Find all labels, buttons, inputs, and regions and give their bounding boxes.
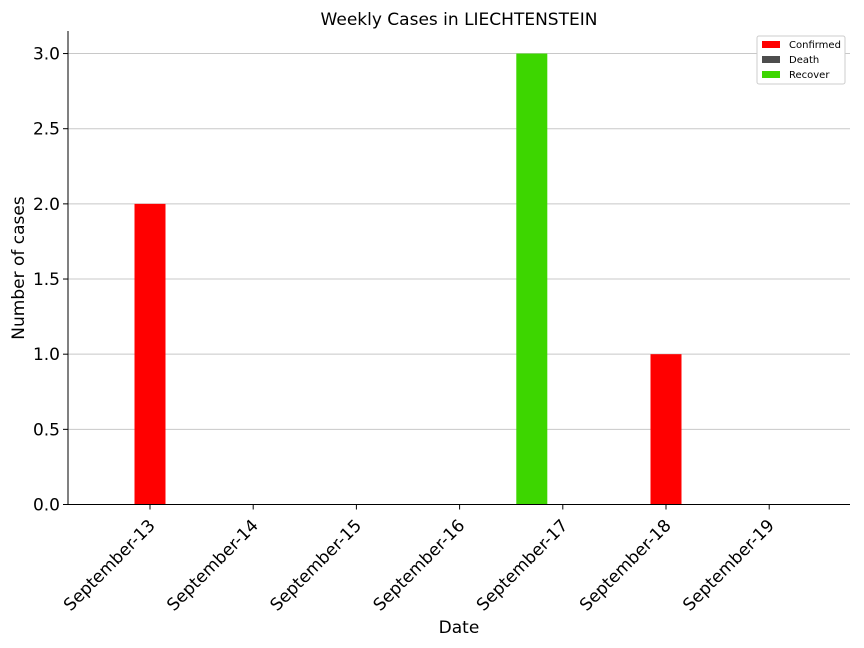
x-tick-label: September-15 bbox=[266, 516, 365, 615]
bar-recover bbox=[516, 53, 548, 505]
legend-label-recover: Recover bbox=[789, 70, 830, 81]
y-axis-label: Number of cases bbox=[9, 196, 29, 340]
bar-confirmed bbox=[134, 203, 166, 505]
legend: Confirmed Death Recover bbox=[756, 35, 846, 85]
legend-swatch-death bbox=[762, 56, 780, 63]
x-tick-label: September-13 bbox=[60, 516, 159, 615]
x-tick-label: September-17 bbox=[473, 516, 572, 615]
bar-confirmed bbox=[650, 354, 682, 505]
x-tick-label: September-18 bbox=[576, 516, 675, 615]
chart-title: Weekly Cases in LIECHTENSTEIN bbox=[321, 10, 598, 30]
y-tick-label: 1.0 bbox=[33, 345, 60, 365]
x-tick-label: September-16 bbox=[370, 516, 469, 615]
legend-swatch-recover bbox=[762, 71, 780, 78]
axes bbox=[67, 31, 850, 505]
grid-lines bbox=[68, 53, 850, 430]
x-ticks: September-13 September-14 September-15 Sept… bbox=[60, 504, 779, 615]
y-tick-label: 0.0 bbox=[33, 496, 60, 516]
x-tick-label: September-14 bbox=[163, 516, 262, 615]
legend-label-death: Death bbox=[789, 55, 819, 66]
x-tick-label: September-19 bbox=[679, 516, 778, 615]
x-axis-label: Date bbox=[439, 618, 480, 638]
y-tick-label: 0.5 bbox=[33, 420, 60, 440]
bars bbox=[134, 53, 682, 505]
y-ticks: 0.0 0.5 1.0 1.5 2.0 2.5 3.0 bbox=[33, 45, 68, 516]
legend-label-confirmed: Confirmed bbox=[789, 40, 841, 51]
y-tick-label: 2.5 bbox=[33, 120, 60, 140]
y-tick-label: 2.0 bbox=[33, 195, 60, 215]
y-tick-label: 3.0 bbox=[33, 45, 60, 65]
y-tick-label: 1.5 bbox=[33, 270, 60, 290]
legend-swatch-confirmed bbox=[762, 41, 780, 48]
